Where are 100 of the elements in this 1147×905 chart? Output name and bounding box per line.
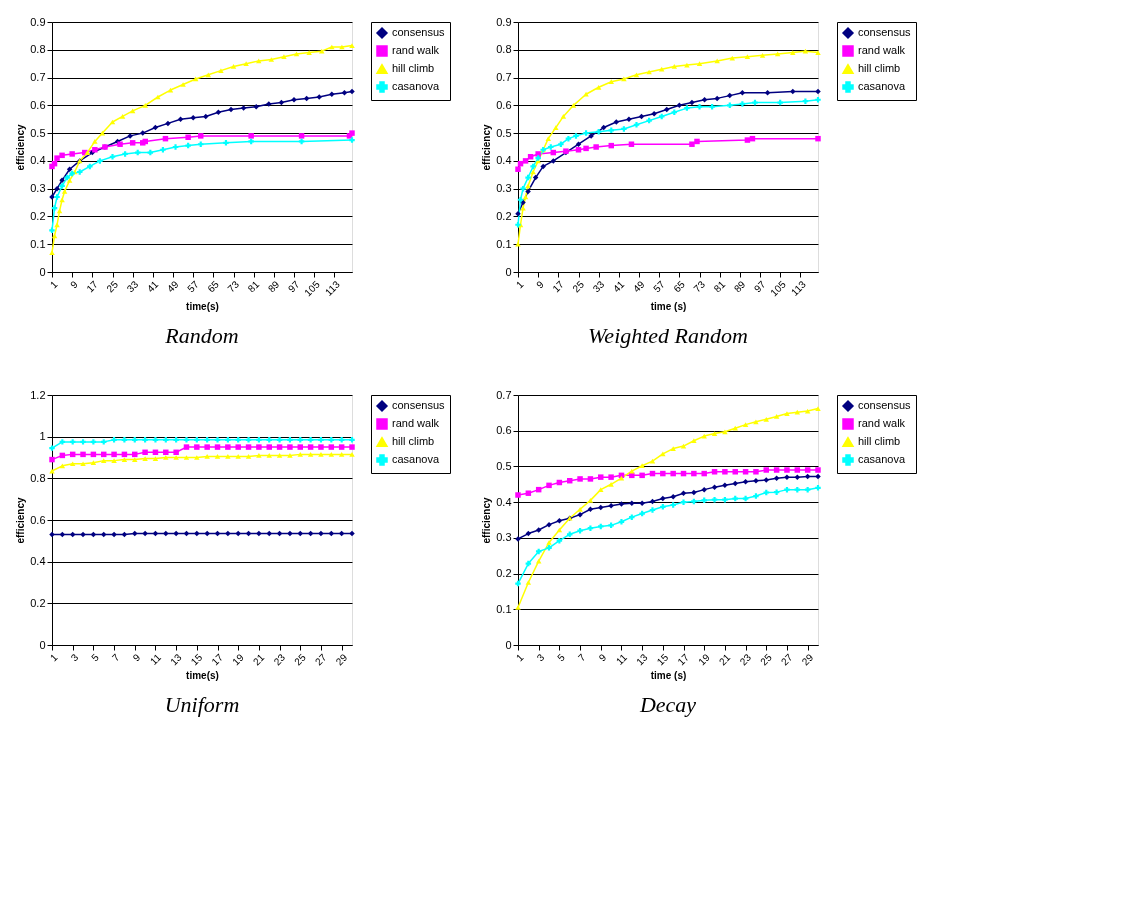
y-axis-title: efficiency xyxy=(15,124,27,171)
x-tick-label: 3 xyxy=(534,651,547,664)
y-tick-label: 0.6 xyxy=(30,98,46,111)
y-tick-label: 0 xyxy=(39,265,46,278)
x-tick-label: 11 xyxy=(147,651,164,667)
text: Weighted Random xyxy=(588,322,748,348)
y-tick-label: 0.4 xyxy=(30,555,46,568)
x-tick-label: 9 xyxy=(534,278,547,291)
x-tick-label: 19 xyxy=(696,651,713,668)
y-tick-label: 0.4 xyxy=(30,154,46,167)
y-axis-title: efficiency xyxy=(481,497,493,544)
x-tick-label: 1 xyxy=(513,651,526,664)
legend-label: consensus xyxy=(858,399,912,411)
y-tick-label: 0.4 xyxy=(496,495,512,508)
y-tick-label: 0.6 xyxy=(496,424,512,437)
x-tick-label: 1 xyxy=(513,278,526,291)
x-tick-label: 97 xyxy=(285,278,302,295)
x-tick-label: 73 xyxy=(691,278,708,295)
x-tick-label: 25 xyxy=(758,651,775,668)
x-tick-label: 7 xyxy=(109,651,122,664)
y-tick-label: 1 xyxy=(39,430,46,443)
x-axis-title: time (s) xyxy=(650,301,687,313)
y-tick-label: 0.5 xyxy=(30,126,46,139)
x-tick-label: 89 xyxy=(265,278,282,295)
x-tick-label: 29 xyxy=(333,651,350,668)
x-tick-label: 33 xyxy=(124,278,141,295)
y-tick-label: 0.1 xyxy=(496,602,512,615)
y-tick-label: 0.6 xyxy=(496,98,512,111)
text: Random xyxy=(164,322,239,348)
y-tick-label: 0.9 xyxy=(496,15,512,28)
x-tick-label: 9 xyxy=(130,651,143,664)
legend-label: casanova xyxy=(392,453,440,465)
y-tick-label: 0.8 xyxy=(30,43,46,56)
x-tick-label: 65 xyxy=(205,278,222,295)
x-tick-label: 81 xyxy=(245,278,262,295)
y-tick-label: 0.4 xyxy=(496,154,512,167)
x-tick-label: 7 xyxy=(575,651,588,664)
legend-label: hill climb xyxy=(392,62,435,74)
x-tick-label: 65 xyxy=(671,278,688,295)
x-tick-label: 25 xyxy=(292,651,309,668)
y-tick-label: 0.9 xyxy=(30,15,46,28)
y-tick-label: 0.2 xyxy=(496,567,512,580)
y-tick-label: 1.2 xyxy=(30,388,46,401)
x-tick-label: 57 xyxy=(651,278,668,295)
text: Uniform xyxy=(164,691,240,717)
x-tick-label: 1 xyxy=(47,278,60,291)
legend-label: casanova xyxy=(392,80,440,92)
x-tick-label: 33 xyxy=(590,278,607,295)
y-tick-label: 0.8 xyxy=(30,471,46,484)
y-tick-label: 0.7 xyxy=(496,71,512,84)
x-tick-label: 5 xyxy=(89,651,102,664)
y-axis-title: efficiency xyxy=(481,124,493,171)
y-tick-label: 0 xyxy=(39,638,46,651)
y-tick-label: 0.7 xyxy=(30,71,46,84)
x-tick-label: 5 xyxy=(555,651,568,664)
x-tick-label: 25 xyxy=(570,278,587,295)
y-tick-label: 0 xyxy=(505,265,512,278)
x-tick-label: 89 xyxy=(731,278,748,295)
y-tick-label: 0.2 xyxy=(30,209,46,222)
y-tick-label: 0.3 xyxy=(496,531,512,544)
legend-label: casanova xyxy=(858,80,906,92)
x-tick-label: 13 xyxy=(634,651,651,668)
y-tick-label: 0 xyxy=(505,638,512,651)
y-tick-label: 0.2 xyxy=(496,209,512,222)
x-tick-label: 105 xyxy=(302,278,323,299)
x-tick-label: 9 xyxy=(68,278,81,291)
legend-label: rand walk xyxy=(858,417,906,429)
x-axis-title: time (s) xyxy=(650,670,687,682)
legend-label: hill climb xyxy=(858,62,901,74)
x-tick-label: 81 xyxy=(711,278,728,295)
legend-label: hill climb xyxy=(858,435,901,447)
x-tick-label: 25 xyxy=(104,278,121,295)
y-axis-title: efficiency xyxy=(15,497,27,544)
x-tick-label: 57 xyxy=(185,278,202,295)
y-tick-label: 0.5 xyxy=(496,459,512,472)
legend-label: consensus xyxy=(392,399,446,411)
y-tick-label: 0.2 xyxy=(30,596,46,609)
x-tick-label: 17 xyxy=(84,278,101,295)
y-tick-label: 0.3 xyxy=(496,182,512,195)
x-tick-label: 73 xyxy=(225,278,242,295)
x-tick-label: 15 xyxy=(188,651,205,668)
x-tick-label: 17 xyxy=(209,651,226,668)
x-tick-label: 27 xyxy=(312,651,329,668)
legend-label: rand walk xyxy=(392,44,440,56)
x-tick-label: 21 xyxy=(716,651,733,668)
y-tick-label: 0.7 xyxy=(496,388,512,401)
x-tick-label: 41 xyxy=(610,278,627,295)
x-tick-label: 1 xyxy=(47,651,60,664)
x-tick-label: 27 xyxy=(778,651,795,668)
x-tick-label: 41 xyxy=(144,278,161,295)
y-tick-label: 0.8 xyxy=(496,43,512,56)
x-tick-label: 9 xyxy=(596,651,609,664)
x-tick-label: 17 xyxy=(675,651,692,668)
x-tick-label: 113 xyxy=(322,278,343,298)
x-tick-label: 3 xyxy=(68,651,81,664)
x-tick-label: 97 xyxy=(751,278,768,295)
x-tick-label: 17 xyxy=(550,278,567,295)
x-tick-label: 15 xyxy=(654,651,671,668)
y-tick-label: 0.1 xyxy=(496,237,512,250)
x-tick-label: 13 xyxy=(168,651,185,668)
